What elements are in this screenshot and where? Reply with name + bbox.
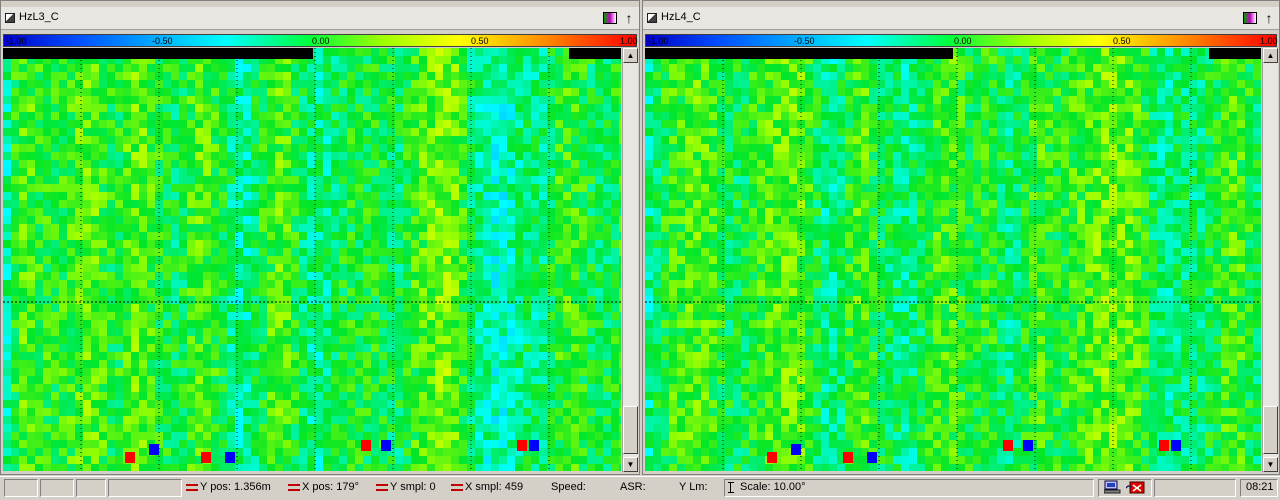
color-scale-bar: -1.00 -0.50 0.00 0.50 1.00 [645,34,1277,48]
window-title: HzL3_C [19,11,59,23]
scroll-down-button[interactable]: ▼ [1263,457,1278,472]
marker-icon [376,484,388,491]
image-window-left: HzL3_C ↑ -1.00 -0.50 0.00 0.50 1.00 ▲ ▼ [0,0,640,475]
tick-label: 0.00 [954,36,972,46]
x-position: X pos: 179° [288,481,359,495]
window-titlebar[interactable]: HzL3_C ↑ [1,7,639,30]
y-position-text: Y pos: 1.356m [200,481,271,493]
heatmap-canvas[interactable] [645,48,1261,471]
image-window-right: HzL4_C ↑ -1.00 -0.50 0.00 0.50 1.00 ▲ ▼ [642,0,1280,475]
tick-label: 1.00 [1260,36,1278,46]
scale-text: Scale: 10.00° [740,481,806,493]
color-scale-bar: -1.00 -0.50 0.00 0.50 1.00 [3,34,637,48]
device-alert-icon[interactable] [1126,480,1146,494]
y-sample: Y smpl: 0 [376,481,436,495]
tick-label: -0.50 [152,36,173,46]
tick-label: -0.50 [794,36,815,46]
scale: Scale: 10.00° [726,481,806,495]
window-titlebar[interactable]: HzL4_C ↑ [643,7,1279,30]
heatmap-texture [645,48,1261,471]
palette-icon[interactable] [1243,12,1257,24]
status-bar: Y pos: 1.356m X pos: 179° Y smpl: 0 X sm… [0,476,1280,500]
window-menu-icon[interactable] [5,13,15,23]
y-lm-label: Y Lm: [679,481,708,495]
y-position: Y pos: 1.356m [186,481,271,495]
marker-icon [186,484,198,491]
up-arrow-icon[interactable]: ↑ [1263,10,1275,26]
tick-label: 0.50 [1113,36,1131,46]
window-menu-icon[interactable] [647,13,657,23]
tick-label: 0.50 [471,36,489,46]
range-bar-right [569,48,621,59]
vertical-scrollbar[interactable]: ▲ ▼ [622,48,638,472]
clock: 08:21 [1246,481,1274,495]
scroll-thumb[interactable] [623,406,638,454]
asr-label: ASR: [620,481,646,495]
range-bar-left [645,48,953,59]
scroll-down-button[interactable]: ▼ [623,457,638,472]
palette-icon[interactable] [603,12,617,24]
scroll-thumb[interactable] [1263,406,1278,454]
tick-label: 1.00 [620,36,638,46]
tick-label: -1.00 [648,36,669,46]
status-cell [4,479,38,497]
scroll-up-button[interactable]: ▲ [1263,48,1278,63]
status-cell [40,479,74,497]
vertical-scrollbar[interactable]: ▲ ▼ [1262,48,1278,472]
heatmap-canvas[interactable] [3,48,621,471]
range-bar-left [3,48,313,59]
cursor-icon [730,482,737,493]
window-title: HzL4_C [661,11,701,23]
x-sample: X smpl: 459 [451,481,523,495]
speed-label: Speed: [551,481,586,495]
y-sample-text: Y smpl: 0 [390,481,436,493]
range-bar-right [1209,48,1261,59]
x-sample-text: X smpl: 459 [465,481,523,493]
network-icon[interactable] [1104,480,1122,494]
status-cell [76,479,106,497]
x-position-text: X pos: 179° [302,481,359,493]
marker-icon [288,484,300,491]
scroll-up-button[interactable]: ▲ [623,48,638,63]
tick-label: 0.00 [312,36,330,46]
status-cell [1154,479,1236,497]
up-arrow-icon[interactable]: ↑ [623,10,635,26]
tick-label: -1.00 [6,36,27,46]
heatmap-texture [3,48,621,471]
status-cell [108,479,182,497]
marker-icon [451,484,463,491]
